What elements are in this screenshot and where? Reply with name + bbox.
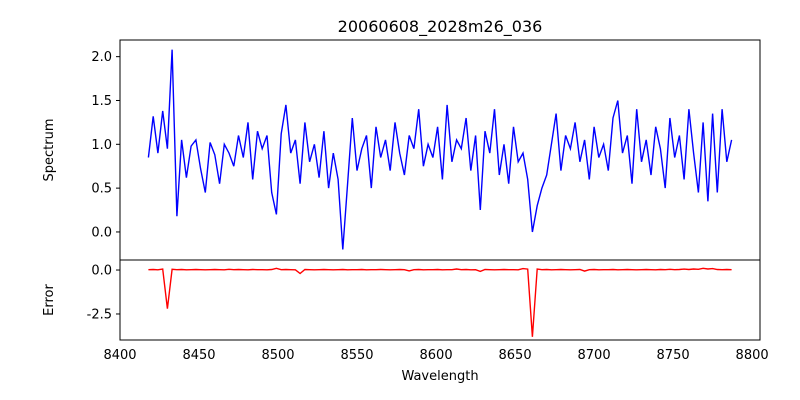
error-line bbox=[148, 267, 732, 337]
xtick-label: 8800 bbox=[736, 348, 769, 363]
spectrum-line bbox=[147, 49, 733, 250]
xtick-label: 8600 bbox=[420, 348, 453, 363]
spectrum-ytick-label: 1.5 bbox=[91, 94, 112, 109]
xtick-label: 8400 bbox=[103, 348, 136, 363]
xtick-label: 8550 bbox=[340, 348, 373, 363]
xtick-label: 8650 bbox=[499, 348, 532, 363]
error-ytick-label: 0.0 bbox=[91, 264, 112, 279]
xtick-label: 8700 bbox=[578, 348, 611, 363]
xtick-label: 8450 bbox=[182, 348, 215, 363]
spectrum-ytick-label: 0.0 bbox=[91, 225, 112, 240]
xtick-label: 8500 bbox=[261, 348, 294, 363]
chart-title: 20060608_2028m26_036 bbox=[338, 17, 543, 37]
y-axis-label-spectrum: Spectrum bbox=[42, 119, 57, 182]
spectrum-ytick-label: 2.0 bbox=[91, 50, 112, 65]
x-axis-label: Wavelength bbox=[401, 369, 478, 384]
error-axes-frame bbox=[119, 259, 761, 341]
spectrum-ytick-label: 1.0 bbox=[91, 138, 112, 153]
error-ytick-label: -2.5 bbox=[87, 307, 112, 322]
xtick-label: 8750 bbox=[657, 348, 690, 363]
spectrum-ytick-label: 0.5 bbox=[91, 182, 112, 197]
y-axis-label-error: Error bbox=[42, 284, 57, 316]
